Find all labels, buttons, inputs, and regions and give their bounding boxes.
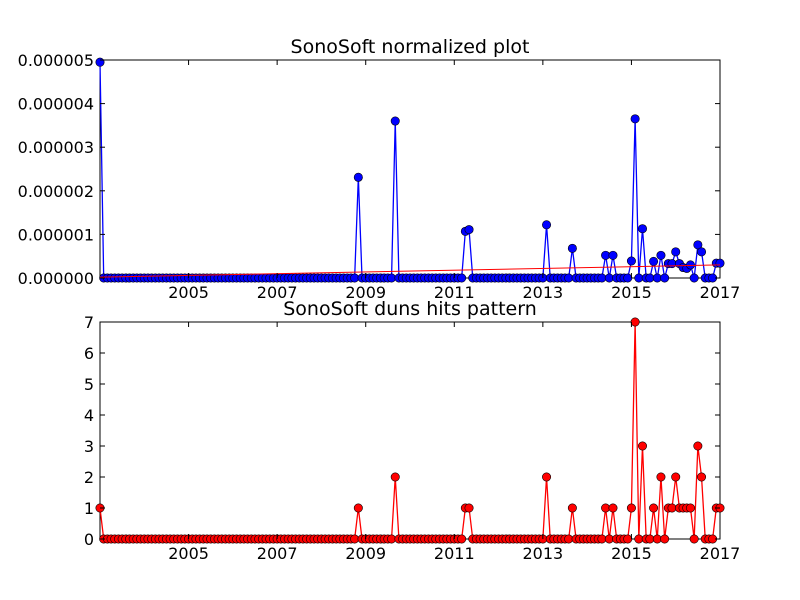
bottom-x-tick-label: 2005 bbox=[168, 544, 209, 563]
top-y-tick-label: 0.000000 bbox=[18, 269, 94, 288]
bottom-data-point bbox=[656, 472, 666, 482]
bottom-data-point bbox=[353, 503, 363, 513]
top-x-axis: 2005 2007 2009 2011 2013 2015 2017 bbox=[168, 60, 740, 302]
bottom-data-point bbox=[697, 472, 707, 482]
bottom-x-axis: 2005 2007 2009 2011 2013 2015 2017 bbox=[168, 322, 740, 563]
bottom-y-tick-label: 2 bbox=[84, 468, 94, 487]
bottom-data-point bbox=[608, 503, 618, 513]
top-x-tick-label: 2017 bbox=[700, 283, 741, 302]
top-data-point bbox=[608, 250, 618, 260]
bottom-x-tick-label: 2009 bbox=[345, 544, 386, 563]
bottom-data-point bbox=[390, 472, 400, 482]
bottom-data-point bbox=[630, 317, 640, 327]
top-chart-title: SonoSoft normalized plot bbox=[291, 36, 530, 58]
top-data-point bbox=[95, 57, 105, 67]
bottom-y-tick-label: 4 bbox=[84, 406, 94, 425]
top-data-point bbox=[637, 224, 647, 234]
bottom-data-point bbox=[660, 534, 670, 544]
top-data-point bbox=[567, 243, 577, 253]
top-data-point bbox=[626, 256, 636, 266]
top-data-point bbox=[685, 260, 695, 270]
top-x-tick-label: 2007 bbox=[257, 283, 298, 302]
bottom-y-tick-label: 3 bbox=[84, 437, 94, 456]
bottom-data-point bbox=[685, 503, 695, 513]
top-x-tick-label: 2015 bbox=[611, 283, 652, 302]
bottom-y-axis: 0 1 2 3 4 5 6 7 bbox=[84, 313, 720, 549]
top-x-tick-label: 2005 bbox=[168, 283, 209, 302]
bottom-data-point bbox=[637, 441, 647, 451]
bottom-chart-title: SonoSoft duns hits pattern bbox=[283, 298, 537, 320]
top-data-point bbox=[353, 172, 363, 182]
top-data-point bbox=[542, 220, 552, 230]
bottom-data-point bbox=[689, 534, 699, 544]
top-subplot: 2005 2007 2009 2011 2013 2015 2017 0.0000000.0… bbox=[18, 36, 741, 302]
bottom-data-point bbox=[649, 503, 659, 513]
top-y-tick-label: 0.000005 bbox=[18, 51, 94, 70]
top-y-tick-label: 0.000001 bbox=[18, 225, 94, 244]
top-series-group bbox=[95, 57, 725, 283]
top-y-tick-label: 0.000002 bbox=[18, 182, 94, 201]
bottom-y-tick-label: 0 bbox=[84, 530, 94, 549]
top-data-point bbox=[689, 273, 699, 283]
top-x-tick-label: 2011 bbox=[434, 283, 475, 302]
top-data-point bbox=[656, 250, 666, 260]
bottom-data-point bbox=[671, 472, 681, 482]
bottom-x-tick-label: 2017 bbox=[700, 544, 741, 563]
bottom-x-tick-label: 2011 bbox=[434, 544, 475, 563]
top-data-point bbox=[697, 247, 707, 257]
top-data-point bbox=[693, 240, 703, 250]
top-y-tick-label: 0.000004 bbox=[18, 95, 94, 114]
top-x-tick-label: 2009 bbox=[345, 283, 386, 302]
bottom-data-point bbox=[623, 534, 633, 544]
bottom-subplot: 2005 2007 2009 2011 2013 2015 2017 0 1 2 3 4 5 6 7 So… bbox=[84, 298, 741, 563]
top-data-point bbox=[630, 114, 640, 124]
top-data-point bbox=[464, 225, 474, 235]
top-y-axis: 0.000000 0.000001 0.000002 0.000003 0.000004… bbox=[18, 51, 720, 288]
top-data-point bbox=[457, 273, 467, 283]
bottom-data-point bbox=[567, 503, 577, 513]
bottom-y-tick-label: 7 bbox=[84, 313, 94, 332]
bottom-plot-area bbox=[95, 317, 725, 544]
bottom-y-tick-label: 5 bbox=[84, 375, 94, 394]
bottom-series-group bbox=[95, 317, 725, 544]
top-data-point bbox=[660, 273, 670, 283]
bottom-y-tick-label: 6 bbox=[84, 344, 94, 363]
bottom-data-point bbox=[626, 503, 636, 513]
bottom-x-tick-label: 2007 bbox=[257, 544, 298, 563]
top-data-point bbox=[390, 116, 400, 126]
bottom-x-tick-label: 2013 bbox=[522, 544, 563, 563]
top-y-tick-label: 0.000003 bbox=[18, 138, 94, 157]
bottom-data-point bbox=[693, 441, 703, 451]
bottom-data-point bbox=[464, 503, 474, 513]
top-axes-frame bbox=[99, 59, 721, 279]
top-plot-area bbox=[95, 57, 725, 283]
bottom-data-point bbox=[457, 534, 467, 544]
top-trend-line bbox=[99, 264, 721, 278]
bottom-data-point bbox=[542, 472, 552, 482]
top-data-point bbox=[623, 273, 633, 283]
top-data-point bbox=[715, 258, 725, 268]
top-data-point bbox=[671, 247, 681, 257]
top-x-tick-label: 2013 bbox=[522, 283, 563, 302]
bottom-axes-frame bbox=[99, 321, 721, 540]
bottom-x-tick-label: 2015 bbox=[611, 544, 652, 563]
top-data-point bbox=[649, 256, 659, 266]
bottom-y-tick-label: 1 bbox=[84, 499, 94, 518]
